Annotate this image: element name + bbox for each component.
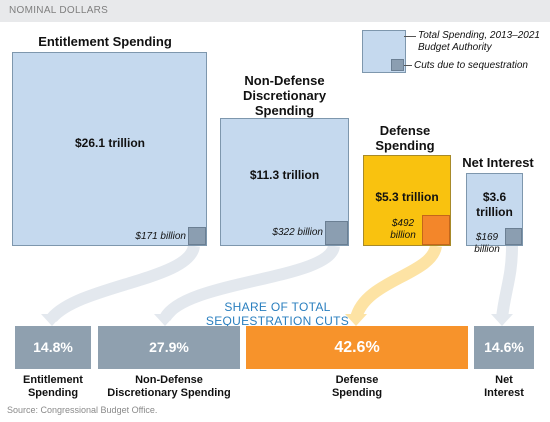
bottom-label-entitlement: Entitlement Spending (10, 374, 96, 400)
share-title-line: SEQUESTRATION CUTS (205, 314, 350, 328)
arrow-nondefense (159, 243, 340, 322)
source-note: Source: Congressional Budget Office. (7, 405, 158, 415)
share-box-entitlement: 14.8% (15, 326, 91, 369)
total-box-defense (363, 155, 451, 246)
label-line: Discretionary Spending (107, 387, 231, 399)
cut-box-entitlement (188, 227, 206, 245)
legend-leader-line (404, 65, 412, 66)
label-line: Interest (484, 387, 524, 399)
label-line: Net Interest (462, 155, 534, 170)
header-title: NOMINAL DOLLARS (9, 5, 109, 16)
label-line: Discretionary (242, 88, 327, 103)
cut-value-nondefense: $322 billion (272, 227, 323, 238)
label-line: Non-Defense (244, 73, 325, 88)
legend-cuts-label: Cuts due to sequestration (414, 60, 528, 71)
share-title-line: SHARE OF TOTAL (224, 300, 331, 314)
category-label-defense: Defense Spending (360, 123, 450, 153)
cut-value-defense-amount: $492 (391, 218, 415, 229)
total-value-net-interest-amount: $3.6 (482, 190, 507, 204)
bottom-label-net-interest: Net Interest (474, 374, 534, 400)
legend-leader-line (404, 36, 416, 37)
share-box-defense: 42.6% (246, 326, 468, 369)
label-line: Entitlement (23, 374, 83, 386)
arrow-net-interest-head (491, 314, 513, 326)
cut-value-defense-unit: billion (390, 230, 416, 241)
label-line: Spending (254, 103, 315, 118)
bottom-label-defense: Defense Spending (246, 374, 468, 400)
total-value-defense: $5.3 trillion (375, 190, 439, 204)
arrow-defense-head (345, 314, 367, 326)
label-line: Net (495, 374, 513, 386)
cut-box-nondefense (325, 221, 348, 245)
legend-total-label-2: Budget Authority (418, 42, 492, 53)
arrow-entitlement-head (41, 314, 63, 326)
total-value-nondefense: $11.3 trillion (249, 168, 320, 182)
legend-total-label: Total Spending, 2013–2021 (418, 30, 540, 41)
arrow-nondefense-head (154, 314, 176, 326)
label-line: Defense (335, 374, 379, 386)
total-value-net-interest-unit: trillion (476, 205, 513, 219)
arrow-defense (350, 244, 442, 321)
label-line: Spending (331, 387, 383, 399)
share-box-nondefense: 27.9% (98, 326, 240, 369)
cut-box-net-interest (505, 228, 522, 245)
category-label-entitlement: Entitlement Spending (20, 34, 190, 49)
total-box-entitlement (12, 52, 207, 246)
legend-cuts-swatch (391, 59, 404, 71)
bottom-label-nondefense: Non-Defense Discretionary Spending (98, 374, 240, 400)
share-title: SHARE OF TOTAL SEQUESTRATION CUTS (190, 300, 365, 328)
header-bar: NOMINAL DOLLARS (0, 0, 550, 22)
arrow-entitlement (47, 244, 200, 323)
label-line: Defense (379, 123, 431, 138)
share-box-net-interest: 14.6% (474, 326, 534, 369)
label-line: Spending (375, 138, 435, 153)
cut-value-defense: $492 billion (386, 218, 420, 242)
cut-value-entitlement: $171 billion (135, 231, 186, 242)
cut-value-net-interest: $169 billion (474, 232, 500, 255)
category-label-nondefense: Non-Defense Discretionary Spending (222, 73, 347, 118)
total-value-entitlement: $26.1 trillion (74, 136, 146, 150)
cut-box-defense (422, 215, 450, 245)
total-value-net-interest: $3.6 trillion (466, 190, 523, 220)
category-label-net-interest: Net Interest (462, 155, 534, 170)
label-line: Entitlement Spending (38, 34, 172, 49)
label-line: Non-Defense (135, 374, 203, 386)
label-line: Spending (27, 387, 79, 399)
arrow-net-interest (496, 245, 518, 319)
